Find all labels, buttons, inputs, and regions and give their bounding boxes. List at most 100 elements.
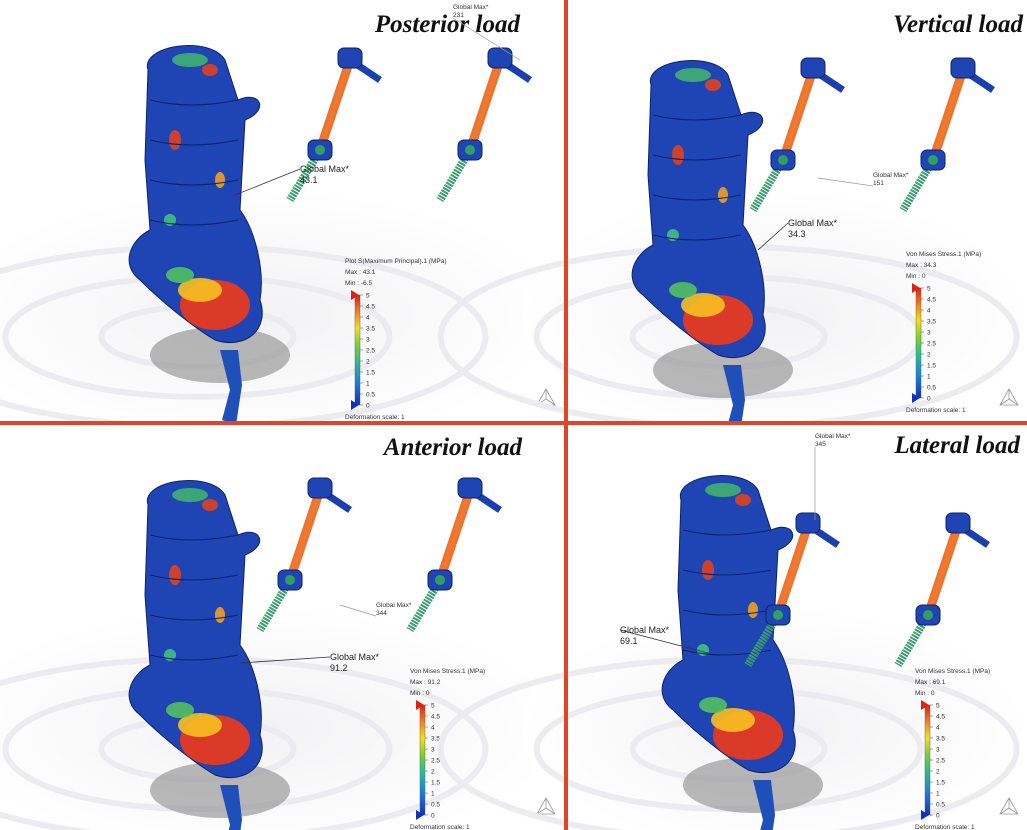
- colorbar-tick-label: 4.5: [936, 714, 945, 721]
- colorbar-tick-label: 5: [936, 703, 940, 710]
- deformation-scale: Deformation scale: 1: [915, 824, 975, 830]
- stress-spot: [672, 145, 684, 165]
- legend-title: Von Mises Stress.1 (MPa): [906, 251, 981, 258]
- screw-head: [488, 48, 512, 68]
- annotation-value: 151: [873, 180, 884, 187]
- annotation-value: 34.3: [788, 229, 806, 239]
- legend-max: Max : 91.2: [410, 679, 441, 686]
- colorbar-tick-label: 4: [366, 315, 370, 322]
- annotation-value: 43.1: [300, 175, 318, 185]
- legend-title: Von Mises Stress.1 (MPa): [410, 668, 485, 675]
- colorbar-tick-label: 2.5: [366, 348, 375, 355]
- legend-min: Min : 0: [906, 273, 926, 280]
- stress-spot: [718, 187, 728, 203]
- screw-head: [458, 478, 482, 498]
- screw-hole: [465, 145, 475, 155]
- screw-head: [801, 58, 825, 78]
- annotation-value: 69.1: [620, 636, 638, 646]
- colorbar-tick-label: 2.5: [431, 758, 440, 765]
- colorbar: [916, 288, 921, 398]
- floor: [522, 189, 1027, 442]
- screw-head: [946, 513, 970, 533]
- colorbar-tick-label: 1.5: [936, 780, 945, 787]
- colorbar-tick-label: 0.5: [431, 802, 440, 809]
- colorbar-tick-label: 0.5: [927, 385, 936, 392]
- stress-spot: [705, 79, 721, 91]
- screw-head: [951, 58, 975, 78]
- colorbar-tick-label: 1: [927, 374, 931, 381]
- annotation-label: Global Max*: [873, 172, 909, 179]
- screw-hole: [315, 145, 325, 155]
- colorbar: [355, 295, 360, 405]
- stress-spot: [215, 607, 225, 623]
- screw-hole: [773, 610, 783, 620]
- colorbar-tick-label: 1: [431, 791, 435, 798]
- panel-title: Anterior load: [382, 434, 523, 461]
- legend-min: Min : 0: [410, 690, 430, 697]
- deformation-scale: Deformation scale: 1: [345, 414, 405, 421]
- annotation-label: Global Max*: [788, 218, 838, 228]
- colorbar-tick-label: 2: [366, 359, 370, 366]
- divider: [564, 0, 568, 830]
- colorbar-tick-label: 1: [366, 381, 370, 388]
- colorbar-tick-label: 4.5: [927, 297, 936, 304]
- screw-hole: [778, 155, 788, 165]
- colorbar-tick-label: 4.5: [431, 714, 440, 721]
- colorbar: [420, 705, 425, 815]
- deformation-scale: Deformation scale: 1: [906, 407, 966, 414]
- stress-spot: [675, 68, 711, 82]
- colorbar-tick-label: 5: [431, 703, 435, 710]
- legend-max: Max : 69.1: [915, 679, 946, 686]
- colorbar-tick-label: 2: [927, 352, 931, 359]
- annotation-value: 344: [376, 610, 387, 617]
- colorbar-tick-label: 3.5: [366, 326, 375, 333]
- panel-title: Lateral load: [893, 432, 1020, 459]
- screw-hole: [435, 575, 445, 585]
- colorbar-tick-label: 5: [366, 293, 370, 300]
- panel-title: Posterior load: [374, 11, 521, 38]
- colorbar-tick-label: 5: [927, 286, 931, 293]
- divider: [0, 421, 1027, 425]
- panel: Posterior loadGlobal Max*43.1Global Max*…: [0, 0, 564, 442]
- stress-spot: [705, 483, 741, 497]
- screw-head: [796, 513, 820, 533]
- colorbar-tick-label: 2.5: [927, 341, 936, 348]
- legend-min: Min : -6.5: [345, 280, 372, 287]
- colorbar: [925, 705, 930, 815]
- stress-spot: [166, 267, 194, 283]
- colorbar-tick-label: 0: [431, 813, 435, 820]
- annotation-label: Global Max*: [453, 4, 489, 11]
- stress-spot: [169, 130, 181, 150]
- colorbar-tick-label: 4: [927, 308, 931, 315]
- screw-hole: [285, 575, 295, 585]
- annotation-label: Global Max*: [330, 652, 380, 662]
- annotation-label: Global Max*: [376, 602, 412, 609]
- legend-max: Max : 34.3: [906, 262, 937, 269]
- colorbar-tick-label: 4.5: [366, 304, 375, 311]
- panel-title: Vertical load: [893, 11, 1023, 38]
- legend-title: Von Mises Stress.1 (MPa): [915, 668, 990, 675]
- colorbar-tick-label: 0.5: [936, 802, 945, 809]
- annotation-label: Global Max*: [620, 625, 670, 635]
- colorbar-tick-label: 3: [366, 337, 370, 344]
- colorbar-tick-label: 2: [936, 769, 940, 776]
- colorbar-tick-label: 0: [366, 403, 370, 410]
- colorbar-tick-label: 0: [936, 813, 940, 820]
- stress-spot: [202, 499, 218, 511]
- colorbar-tick-label: 1: [936, 791, 940, 798]
- stress-spot: [166, 702, 194, 718]
- stress-spot: [172, 488, 208, 502]
- legend-max: Max : 43.1: [345, 269, 376, 276]
- colorbar-tick-label: 0: [927, 396, 931, 403]
- annotation-value: 345: [815, 441, 826, 448]
- screw-hole: [923, 610, 933, 620]
- annotation-label: Global Max*: [815, 433, 851, 440]
- figure: Posterior loadGlobal Max*43.1Global Max*…: [0, 0, 1027, 830]
- colorbar-tick-label: 2.5: [936, 758, 945, 765]
- legend-title: Plot S(Maximum Principal).1 (MPa): [345, 258, 447, 265]
- stress-spot: [169, 565, 181, 585]
- stress-spot: [735, 494, 751, 506]
- screw-head: [338, 48, 362, 68]
- colorbar-tick-label: 3.5: [936, 736, 945, 743]
